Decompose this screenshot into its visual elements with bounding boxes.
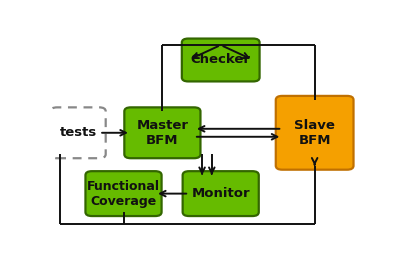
FancyBboxPatch shape (85, 171, 162, 216)
FancyBboxPatch shape (276, 96, 354, 170)
Text: tests: tests (59, 126, 97, 139)
Text: Master
BFM: Master BFM (136, 119, 189, 147)
FancyBboxPatch shape (124, 107, 201, 158)
Text: Slave
BFM: Slave BFM (294, 119, 335, 147)
Text: Functional
Coverage: Functional Coverage (87, 179, 160, 208)
FancyBboxPatch shape (182, 39, 260, 81)
Text: Monitor: Monitor (191, 187, 250, 200)
FancyBboxPatch shape (183, 171, 259, 216)
Text: Checker: Checker (191, 54, 251, 67)
